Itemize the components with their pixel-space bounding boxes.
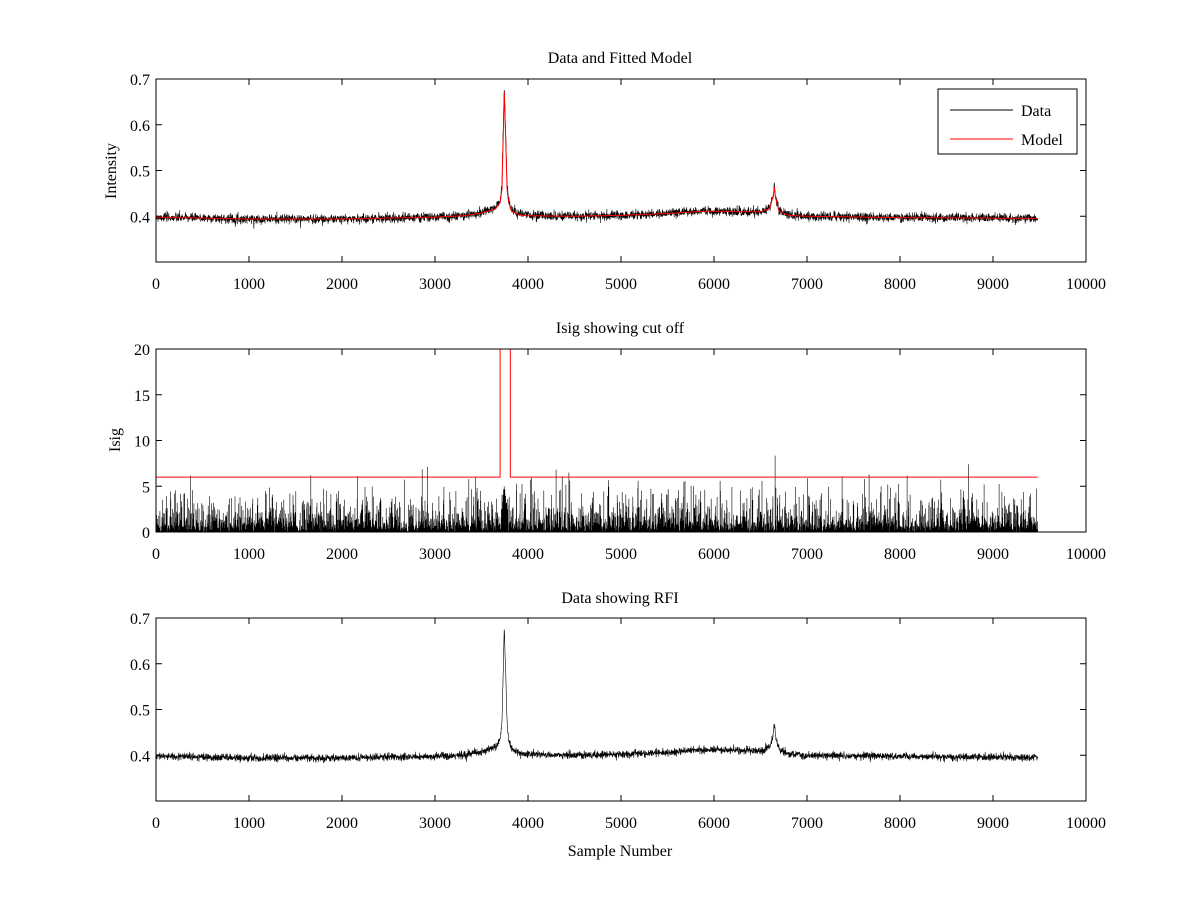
panel-2-ylabel: Isig	[107, 428, 124, 452]
series-model-line	[156, 91, 1038, 220]
panel-3-axes-box	[155, 617, 1087, 802]
x-tick-label: 3000	[419, 815, 451, 832]
x-tick-label: 4000	[512, 546, 544, 563]
panel-2-axes-box	[155, 348, 1087, 533]
x-tick-label: 9000	[977, 276, 1009, 293]
panel-1-plot: 0 1000 2000 3000 4000 5000 6000 7000 8000 9000 100…	[130, 72, 1106, 293]
series-data-line	[155, 629, 1038, 764]
x-tick-label: 5000	[605, 815, 637, 832]
x-tick-label: 9000	[977, 546, 1009, 563]
x-tick-label: 3000	[419, 546, 451, 563]
x-tick-label: 9000	[977, 815, 1009, 832]
y-tick-label: 0.6	[130, 657, 150, 674]
panel-data-rfi: Data showing RFI 0 1000 2000 3000 4000 5000 60…	[130, 590, 1106, 860]
legend-data-label: Data	[1021, 103, 1051, 120]
x-tick-label: 8000	[884, 546, 916, 563]
y-tick-label: 20	[134, 342, 150, 359]
y-tick-label: 0.4	[130, 209, 150, 226]
panel-3-title: Data showing RFI	[561, 590, 678, 607]
y-tick-label: 0.5	[130, 164, 150, 181]
x-tick-label: 2000	[326, 546, 358, 563]
panel-3-plot: 0 1000 2000 3000 4000 5000 6000 7000 8000 9000 100…	[130, 611, 1106, 832]
y-tick-label: 0	[142, 525, 150, 542]
x-tick-label: 1000	[233, 276, 265, 293]
x-tick-label: 10000	[1066, 276, 1106, 293]
x-tick-label: 7000	[791, 546, 823, 563]
x-tick-label: 7000	[791, 815, 823, 832]
x-tick-label: 8000	[884, 276, 916, 293]
y-tick-label: 0.7	[130, 611, 150, 628]
x-tick-label: 6000	[698, 276, 730, 293]
x-tick-label: 6000	[698, 546, 730, 563]
y-tick-label: 0.4	[130, 748, 150, 765]
x-tick-label: 2000	[326, 276, 358, 293]
x-tick-label: 5000	[605, 276, 637, 293]
x-tick-label: 1000	[233, 546, 265, 563]
y-tick-label: 15	[134, 388, 150, 405]
x-tick-label: 4000	[512, 815, 544, 832]
series-data-line	[155, 90, 1038, 229]
y-tick-label: 0.7	[130, 72, 150, 89]
y-tick-label: 0.6	[130, 118, 150, 135]
x-tick-label: 2000	[326, 815, 358, 832]
y-tick-label: 0.5	[130, 703, 150, 720]
x-tick-label: 6000	[698, 815, 730, 832]
panel-1-title: Data and Fitted Model	[548, 50, 693, 67]
panel-1-axes-box	[155, 78, 1087, 263]
panel-2-title: Isig showing cut off	[556, 320, 685, 337]
y-tick-label: 5	[142, 479, 150, 496]
y-tick-label: 10	[134, 434, 150, 451]
x-tick-label: 0	[152, 815, 160, 832]
x-tick-label: 4000	[512, 276, 544, 293]
x-tick-label: 0	[152, 276, 160, 293]
legend-model-label: Model	[1021, 132, 1063, 149]
x-tick-label: 10000	[1066, 546, 1106, 563]
panel-1-ylabel: Intensity	[103, 143, 120, 199]
x-tick-label: 8000	[884, 815, 916, 832]
panel-isig: Isig showing cut off Isig 0 1000 2000 3000 4…	[107, 320, 1106, 563]
x-tick-label: 1000	[233, 815, 265, 832]
panel-data-and-model: Data and Fitted Model Intensity 0 1000 200…	[103, 50, 1106, 293]
panel-1-legend: Data Model	[937, 88, 1078, 155]
x-tick-label: 10000	[1066, 815, 1106, 832]
x-tick-label: 3000	[419, 276, 451, 293]
legend-box	[937, 88, 1078, 155]
x-tick-label: 5000	[605, 546, 637, 563]
x-tick-label: 7000	[791, 276, 823, 293]
panel-3-xlabel: Sample Number	[568, 843, 673, 860]
x-tick-label: 0	[152, 546, 160, 563]
